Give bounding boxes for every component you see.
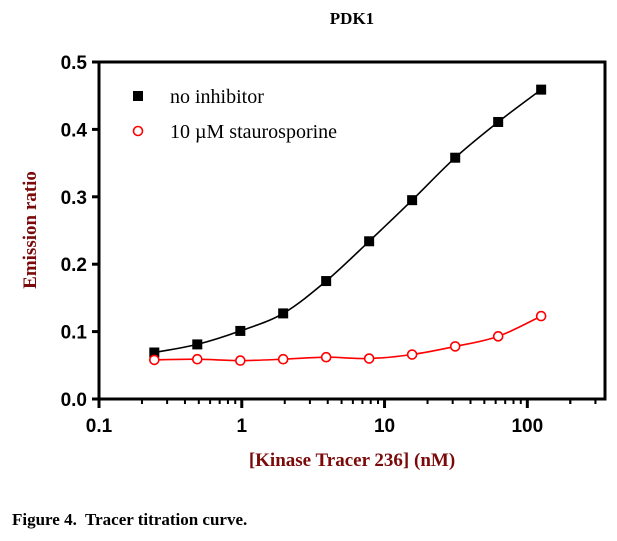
y-tick-label: 0.4 — [61, 120, 88, 141]
legend-marker-staurosporine — [132, 125, 144, 137]
data-point-staurosporine — [449, 341, 461, 352]
x-tick-label: 0.1 — [86, 416, 113, 437]
figure-caption: Figure 4. Tracer titration curve. — [12, 510, 248, 529]
fit-curve-no-inhibitor — [154, 88, 542, 354]
legend-label: 10 µM staurosporine — [170, 121, 337, 143]
data-point-no-inhibitor — [192, 339, 203, 350]
y-tick-label: 0.1 — [61, 323, 88, 344]
x-axis-label: [Kinase Tracer 236] (nM) — [249, 450, 455, 471]
y-tick-label: 0.3 — [61, 188, 87, 209]
chart-title: PDK1 — [330, 9, 374, 28]
data-point-no-inhibitor — [536, 84, 547, 95]
data-point-no-inhibitor — [321, 276, 332, 287]
data-point-staurosporine — [235, 355, 246, 366]
y-tick-label: 0.5 — [61, 53, 88, 74]
y-tick-label: 0.0 — [61, 390, 87, 411]
data-point-staurosporine — [535, 310, 547, 322]
y-tick-label: 0.2 — [61, 255, 87, 276]
x-tick-label: 10 — [374, 416, 395, 437]
legend-marker-no-inhibitor — [133, 91, 143, 101]
data-point-no-inhibitor — [407, 195, 418, 206]
x-tick-label: 100 — [511, 416, 543, 437]
data-point-staurosporine — [492, 331, 504, 342]
y-axis-label: Emission ratio — [20, 171, 41, 289]
data-point-no-inhibitor — [364, 236, 375, 247]
data-point-staurosporine — [191, 353, 203, 365]
data-point-no-inhibitor — [149, 347, 160, 358]
fit-curve-staurosporine — [154, 315, 542, 362]
data-point-no-inhibitor — [235, 325, 246, 336]
data-point-staurosporine — [406, 349, 418, 360]
legend-label: no inhibitor — [170, 86, 264, 108]
data-point-staurosporine — [277, 353, 289, 365]
data-point-staurosporine — [320, 351, 332, 363]
x-tick-label: 1 — [236, 416, 247, 437]
data-point-staurosporine — [149, 354, 160, 366]
data-point-no-inhibitor — [450, 152, 461, 163]
data-point-staurosporine — [363, 353, 375, 364]
data-point-no-inhibitor — [278, 308, 289, 319]
data-point-no-inhibitor — [493, 116, 504, 127]
